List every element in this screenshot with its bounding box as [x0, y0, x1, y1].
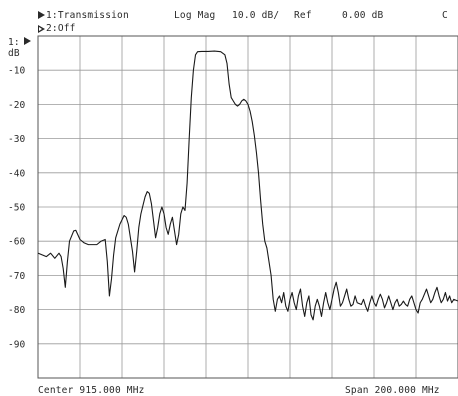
ref-label: Ref	[294, 10, 312, 21]
center-frequency[interactable]: Center 915.000 MHz	[38, 385, 145, 396]
transmission-trace	[37, 50, 458, 321]
y-tick-label: -10	[8, 66, 25, 77]
channel2-label[interactable]: 2:Off	[46, 23, 76, 34]
y-tick-label: -40	[8, 168, 25, 179]
y-tick-label: -70	[8, 271, 25, 282]
channel1-label[interactable]: 1:Transmission	[46, 10, 129, 21]
y-tick-label: -90	[8, 339, 25, 350]
channel2-marker-icon	[38, 25, 45, 33]
y-tick-label: -30	[8, 134, 25, 145]
ref-value[interactable]: 0.00 dB	[342, 10, 384, 21]
ref-level-marker-icon	[24, 37, 31, 45]
ref-level-marker-label: 1:	[8, 37, 20, 48]
graticule-frame	[37, 35, 458, 379]
y-tick-label: -60	[8, 237, 25, 248]
channel1-marker-icon	[38, 11, 45, 19]
unit-label: dB	[8, 48, 20, 59]
y-tick-label: -80	[8, 305, 25, 316]
status-indicator: C	[442, 10, 448, 21]
y-tick-label: -50	[8, 203, 25, 214]
scale-label[interactable]: 10.0 dB/	[232, 10, 280, 21]
format-label[interactable]: Log Mag	[174, 10, 216, 21]
y-tick-label: -20	[8, 100, 25, 111]
span-frequency[interactable]: Span 200.000 MHz	[345, 385, 440, 396]
